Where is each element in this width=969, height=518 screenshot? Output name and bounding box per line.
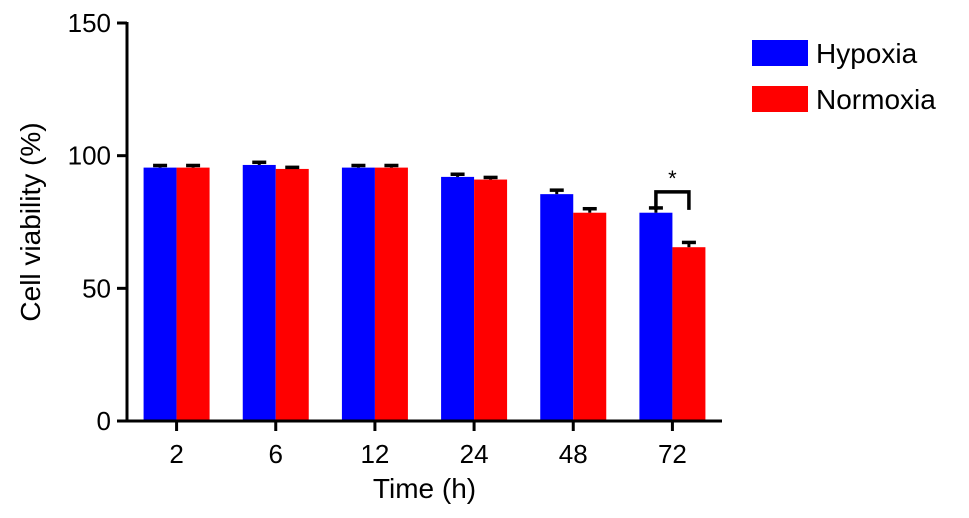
x-tick-label: 24: [460, 439, 489, 469]
error-bar-hypoxia-12: [351, 163, 366, 168]
y-tick-label: 150: [68, 8, 111, 38]
error-bar-normoxia-72: [681, 240, 696, 248]
error-bar-normoxia-2: [186, 163, 201, 168]
x-tick-label: 2: [169, 439, 183, 469]
significance-label: *: [668, 166, 677, 191]
x-tick-label: 6: [269, 439, 283, 469]
bar-normoxia-6: [275, 168, 309, 421]
bar-hypoxia-48: [540, 194, 574, 421]
bar-hypoxia-12: [341, 167, 375, 421]
error-bar-hypoxia-48: [549, 188, 564, 195]
bar-normoxia-24: [474, 179, 508, 421]
error-bar-hypoxia-2: [153, 163, 168, 168]
bar-hypoxia-72: [639, 212, 673, 421]
x-tick-label: 72: [658, 439, 687, 469]
bar-hypoxia-24: [441, 176, 475, 421]
bar-normoxia-72: [672, 247, 706, 421]
bar-hypoxia-6: [242, 164, 276, 421]
y-axis: 0 50 100 150: [68, 8, 129, 436]
error-bar-hypoxia-24: [450, 172, 465, 177]
legend-item-normoxia: Normoxia: [752, 84, 936, 115]
x-axis-title: Time (h): [373, 473, 476, 504]
bar-normoxia-12: [374, 167, 408, 421]
legend-label: Normoxia: [816, 84, 936, 115]
error-bar-normoxia-24: [483, 175, 498, 180]
error-bar-normoxia-48: [582, 206, 597, 213]
error-bar-hypoxia-6: [252, 160, 267, 165]
annotations: *: [654, 166, 691, 210]
error-bar-normoxia-6: [285, 165, 300, 170]
plot-area: [143, 160, 706, 421]
y-axis-title: Cell viability (%): [15, 122, 46, 321]
x-tick-label: 48: [559, 439, 588, 469]
legend-swatch: [752, 40, 808, 66]
x-tick-label: 12: [360, 439, 389, 469]
bar-hypoxia-2: [143, 167, 177, 421]
error-bar-normoxia-12: [384, 163, 399, 168]
x-axis: 2 6 12 24 48 72: [125, 419, 722, 469]
y-tick-label: 0: [97, 406, 111, 436]
legend-label: Hypoxia: [816, 38, 918, 69]
significance-bracket: *: [654, 166, 691, 210]
y-tick-label: 100: [68, 141, 111, 171]
bar-normoxia-2: [176, 167, 210, 421]
legend-swatch: [752, 86, 808, 112]
y-tick-label: 50: [82, 273, 111, 303]
legend-item-hypoxia: Hypoxia: [752, 38, 918, 69]
legend: Hypoxia Normoxia: [752, 38, 936, 115]
bar-normoxia-48: [573, 212, 607, 421]
